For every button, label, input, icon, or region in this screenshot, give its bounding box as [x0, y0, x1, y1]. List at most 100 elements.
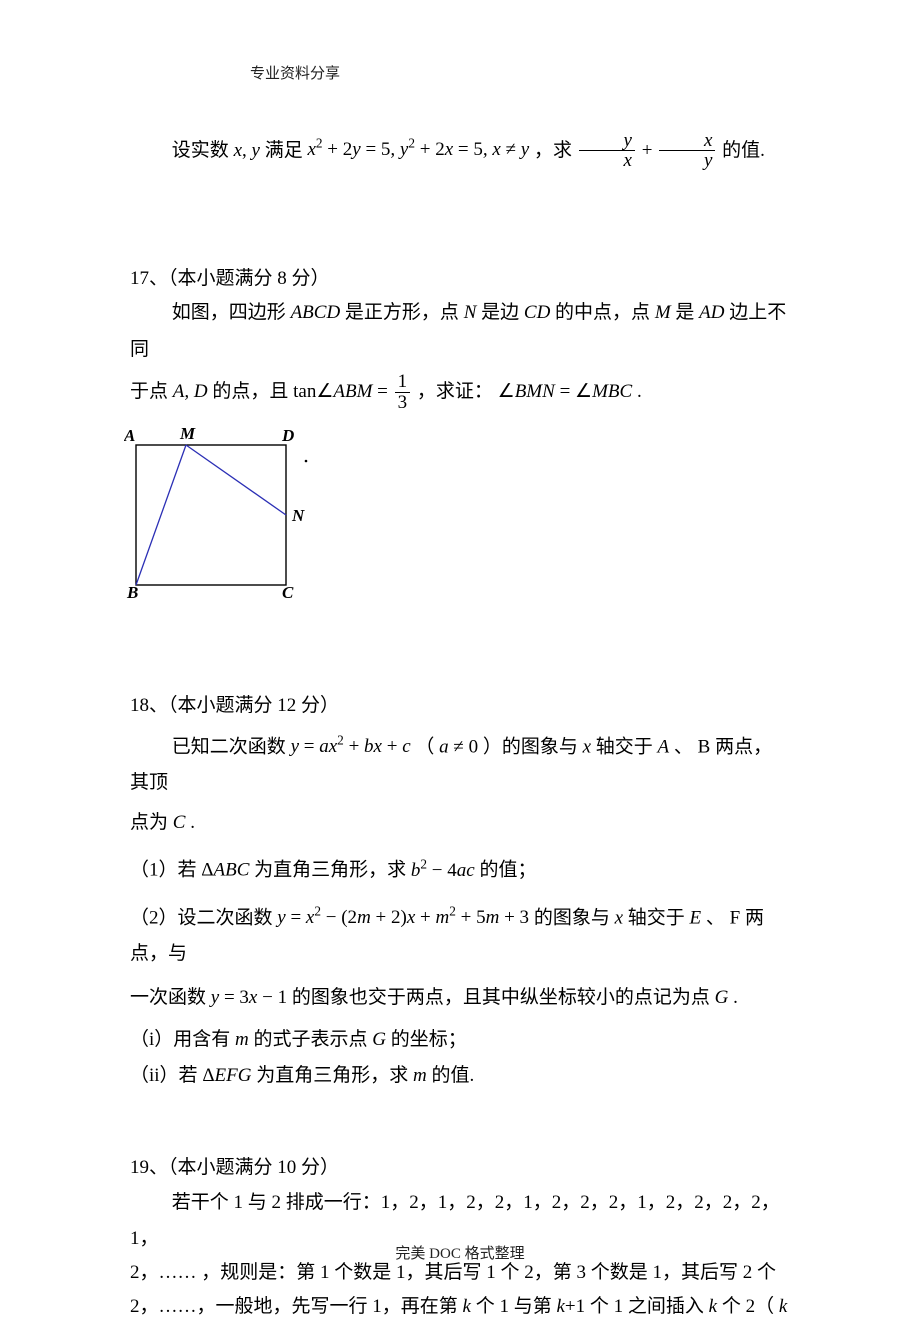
k: k: [463, 1296, 471, 1317]
t: 的中点，点: [555, 302, 650, 323]
page-header: 专业资料分享: [250, 60, 790, 89]
angle-icon: ∠: [316, 380, 333, 401]
q16-frac1: y x: [579, 131, 635, 172]
q16-text: 设实数 x, y 满足 x2 + 2y = 5, y2 + 2x = 5, x …: [130, 131, 790, 172]
page: 专业资料分享 设实数 x, y 满足 x2 + 2y = 5, y2 + 2x …: [0, 0, 920, 1302]
q18-part-i: （i）用含有 m 的式子表示点 G 的坐标；: [130, 1022, 790, 1058]
cd: CD: [524, 302, 550, 323]
B: B: [698, 736, 711, 757]
q19-line3: 2，……，一般地，先写一行 1，再在第 k 个 1 与第 k+1 个 1 之间插…: [130, 1289, 790, 1325]
q17-number: 17、（本小题满分 8 分）: [130, 261, 790, 297]
t: 于点: [130, 380, 168, 401]
tan: tan: [293, 380, 316, 401]
t: 的点，且: [212, 380, 288, 401]
square-diagram: A M D N B C: [124, 423, 314, 598]
t: 是正方形，点: [345, 302, 459, 323]
abcd: ABCD: [291, 302, 341, 323]
t: 的式子表示点: [254, 1029, 368, 1050]
frac-num: y: [579, 131, 635, 152]
abc: ABC: [213, 860, 249, 881]
expr2: y = x2 − (2m + 2)x + m2 + 5m + 3: [277, 907, 529, 928]
frac-num: x: [659, 131, 715, 152]
expr3: y = 3x − 1: [211, 987, 287, 1008]
label-D: D: [281, 426, 294, 445]
t: .: [733, 987, 738, 1008]
disc: b2 − 4ac: [411, 860, 475, 881]
t: 一次函数: [130, 987, 206, 1008]
t: 如图，四边形: [172, 302, 286, 323]
q18-line2: 点为 C .: [130, 805, 790, 841]
x: x: [583, 736, 591, 757]
t: 的值；: [479, 860, 536, 881]
q18-part1: （1）若 ΔABC 为直角三角形，求 b2 − 4ac 的值；: [130, 851, 790, 888]
t: 已知二次函数: [172, 736, 286, 757]
angle-icon: ∠: [575, 380, 592, 401]
expr1: y = ax2 + bx + c: [291, 736, 411, 757]
t: ，求证：: [417, 380, 493, 401]
t: （: [415, 736, 434, 757]
n: N: [464, 302, 477, 323]
label-A: A: [124, 426, 135, 445]
q17-line2: 于点 A, D 的点，且 tan∠ABM = 1 3 ，求证： ∠BMN = ∠…: [130, 372, 790, 413]
t: 个 1 之间插入: [590, 1296, 704, 1317]
q18-line1: 已知二次函数 y = ax2 + bx + c （ a ≠ 0 ）的图象与 x …: [130, 728, 790, 802]
square: [136, 445, 286, 585]
t: 2，……，一般地，先写一行 1，再在第: [130, 1296, 458, 1317]
q16-frac2: x y: [659, 131, 715, 172]
t: 个 2（: [722, 1296, 774, 1317]
A: A: [658, 736, 670, 757]
line-MN: [186, 445, 286, 515]
t: 轴交于: [596, 736, 653, 757]
t: .: [190, 812, 195, 833]
label-N: N: [291, 506, 305, 525]
frac-den: 3: [395, 393, 411, 413]
q16-tail: 的值.: [722, 139, 765, 160]
angle-icon: ∠: [498, 380, 515, 401]
t: 的图象也交于两点，且其中纵坐标较小的点记为点: [292, 987, 710, 1008]
triangle-icon: Δ: [202, 1065, 214, 1086]
efg: EFG: [215, 1065, 252, 1086]
E: E: [690, 907, 702, 928]
t: 的图象与: [534, 907, 610, 928]
F: F: [730, 907, 741, 928]
t: ）的图象与: [483, 736, 578, 757]
q17-frac: 1 3: [395, 372, 411, 413]
plus: +: [642, 139, 653, 160]
eq: =: [377, 380, 392, 401]
m: m: [235, 1029, 249, 1050]
t: （i）用含有: [130, 1029, 230, 1050]
q18-part-ii: （ii）若 ΔEFG 为直角三角形，求 m 的值.: [130, 1058, 790, 1094]
line-BM: [136, 445, 186, 585]
label-M: M: [179, 424, 196, 443]
t: 是: [675, 302, 694, 323]
q17-line1: 如图，四边形 ABCD 是正方形，点 N 是边 CD 的中点，点 M 是 AD …: [130, 295, 790, 367]
kp1: k+1: [556, 1296, 585, 1317]
frac-den: x: [579, 151, 635, 171]
t: 的值.: [431, 1065, 474, 1086]
label-C: C: [282, 583, 294, 598]
ad2: A, D: [173, 380, 208, 401]
triangle-icon: Δ: [201, 860, 213, 881]
m: m: [413, 1065, 427, 1086]
t: .: [637, 380, 642, 401]
t: 、: [706, 907, 725, 928]
frac-num: 1: [395, 372, 411, 393]
q18-part2b: 一次函数 y = 3x − 1 的图象也交于两点，且其中纵坐标较小的点记为点 G…: [130, 980, 790, 1016]
frac-den: y: [659, 151, 715, 171]
stray-dot: [305, 459, 308, 462]
spacer: [130, 175, 790, 261]
mbc: MBC: [592, 380, 632, 401]
eq: =: [560, 380, 575, 401]
t: 个 1 与第: [476, 1296, 552, 1317]
t: 的坐标；: [391, 1029, 467, 1050]
q18-part2: （2）设二次函数 y = x2 − (2m + 2)x + m2 + 5m + …: [130, 899, 790, 973]
spacer: [130, 1098, 790, 1150]
ad: AD: [699, 302, 724, 323]
abm: ABM: [333, 380, 372, 401]
t: （1）若: [130, 860, 197, 881]
t: 、: [674, 736, 693, 757]
k: k: [779, 1296, 787, 1317]
spacer: [130, 602, 790, 688]
t: 点为: [130, 812, 168, 833]
t: 为直角三角形，求: [256, 1065, 408, 1086]
